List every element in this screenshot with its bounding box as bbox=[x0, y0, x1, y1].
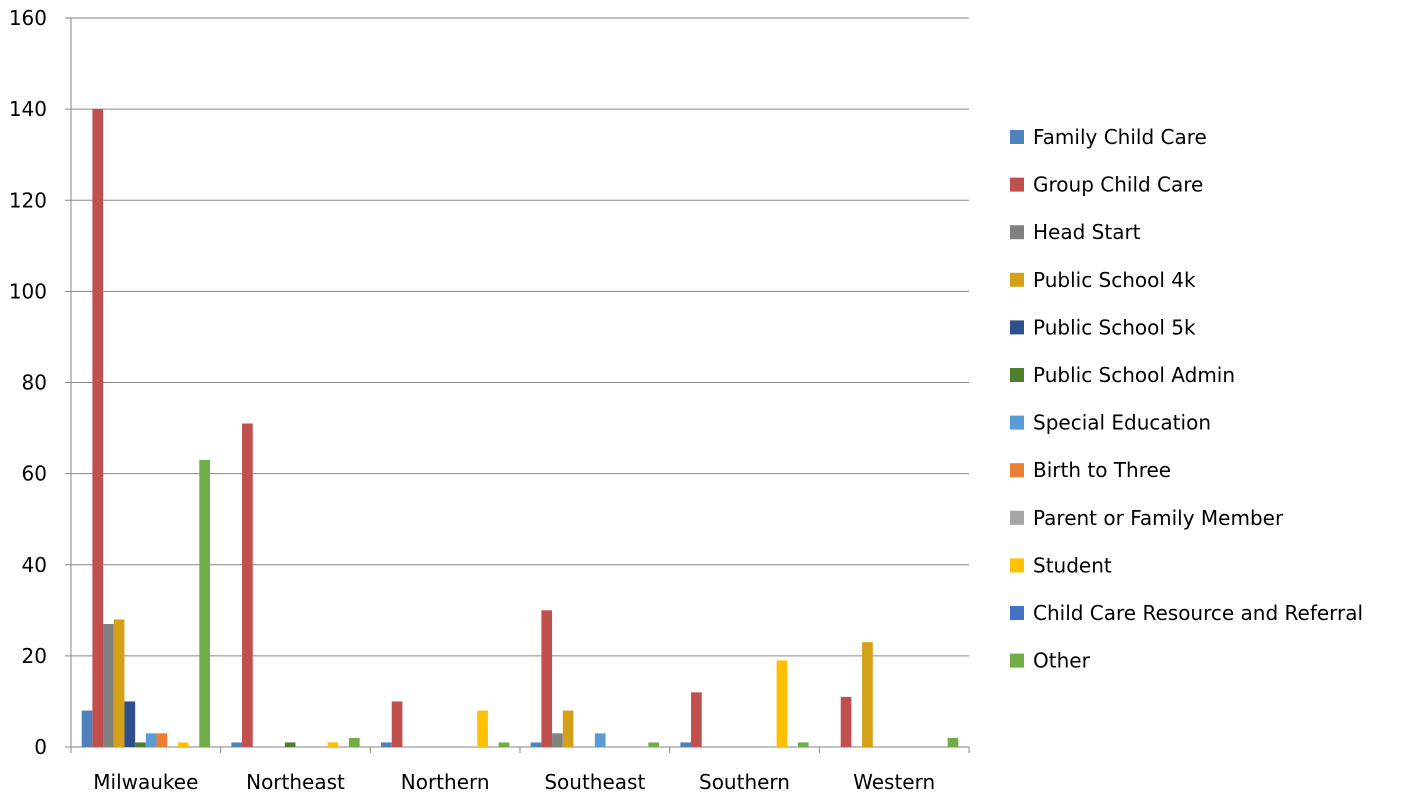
legend-swatch bbox=[1010, 272, 1024, 287]
y-tick-label: 160 bbox=[9, 6, 47, 30]
legend-swatch bbox=[1010, 415, 1024, 430]
legend: Family Child Care Group Child Care Head St… bbox=[1010, 125, 1363, 673]
legend-label: Student bbox=[1033, 553, 1112, 577]
y-tick-label: 100 bbox=[9, 279, 47, 303]
bar bbox=[348, 737, 360, 747]
legend-label: Special Education bbox=[1033, 411, 1211, 435]
bar bbox=[242, 423, 253, 747]
legend-swatch bbox=[1010, 463, 1024, 478]
bar bbox=[177, 742, 189, 747]
bar bbox=[231, 742, 243, 747]
legend-swatch bbox=[1010, 558, 1024, 573]
bar bbox=[199, 459, 210, 747]
x-category-label: Northeast bbox=[246, 770, 345, 794]
bar bbox=[103, 623, 114, 747]
bar bbox=[92, 109, 104, 747]
y-tick-label: 0 bbox=[34, 735, 47, 759]
legend-label: Family Child Care bbox=[1033, 125, 1207, 149]
bar bbox=[81, 710, 93, 747]
bar bbox=[680, 742, 692, 747]
bar bbox=[648, 742, 659, 747]
bar bbox=[776, 660, 788, 747]
bar bbox=[135, 742, 146, 747]
legend-label: Child Care Resource and Referral bbox=[1033, 601, 1363, 625]
x-category-label: Western bbox=[853, 770, 935, 794]
legend-swatch bbox=[1010, 177, 1024, 192]
bar bbox=[541, 610, 553, 747]
bar bbox=[113, 619, 125, 747]
bar bbox=[594, 733, 606, 747]
y-tick-label: 40 bbox=[22, 553, 47, 577]
y-tick-label: 120 bbox=[9, 188, 47, 212]
bar bbox=[284, 742, 296, 747]
legend-swatch bbox=[1010, 225, 1024, 240]
gridlines bbox=[71, 17, 969, 657]
legend-label: Public School 5k bbox=[1033, 315, 1196, 339]
legend-label: Head Start bbox=[1033, 220, 1141, 244]
bar bbox=[947, 737, 959, 747]
y-tick-label: 140 bbox=[9, 97, 47, 121]
legend-label: Birth to Three bbox=[1033, 458, 1171, 482]
bar bbox=[477, 710, 488, 747]
y-tick-label: 60 bbox=[22, 462, 47, 486]
axis-labels: 0 20 40 60 80 100 120 140 160 Milwaukee Northeast N… bbox=[9, 6, 935, 794]
bar bbox=[381, 742, 392, 747]
bar bbox=[124, 701, 136, 747]
x-category-label: Milwaukee bbox=[93, 770, 198, 794]
legend-swatch bbox=[1010, 606, 1024, 620]
legend-swatch bbox=[1010, 368, 1024, 382]
legend-label: Other bbox=[1033, 649, 1091, 673]
legend-swatch bbox=[1010, 320, 1024, 335]
bar bbox=[530, 742, 542, 747]
bars bbox=[81, 109, 959, 747]
legend-swatch bbox=[1010, 130, 1024, 144]
y-tick-label: 20 bbox=[22, 644, 47, 668]
y-tick-label: 80 bbox=[22, 371, 47, 395]
x-category-label: Northern bbox=[401, 770, 490, 794]
bar bbox=[156, 733, 168, 747]
bar bbox=[797, 742, 809, 747]
x-category-label: Southeast bbox=[544, 770, 645, 794]
legend-swatch bbox=[1010, 653, 1024, 668]
bar bbox=[498, 742, 510, 747]
bar bbox=[327, 742, 339, 747]
legend-label: Parent or Family Member bbox=[1033, 506, 1284, 530]
legend-label: Public School 4k bbox=[1033, 268, 1196, 292]
bar bbox=[391, 701, 403, 747]
bar bbox=[691, 692, 702, 747]
bar bbox=[862, 642, 873, 747]
bar bbox=[145, 733, 157, 747]
bar bbox=[562, 710, 574, 747]
axes bbox=[65, 17, 970, 753]
bar bbox=[840, 696, 852, 747]
bar bbox=[552, 733, 563, 747]
x-category-label: Southern bbox=[699, 770, 790, 794]
legend-swatch bbox=[1010, 510, 1024, 525]
legend-label: Public School Admin bbox=[1033, 363, 1235, 387]
legend-label: Group Child Care bbox=[1033, 173, 1203, 197]
